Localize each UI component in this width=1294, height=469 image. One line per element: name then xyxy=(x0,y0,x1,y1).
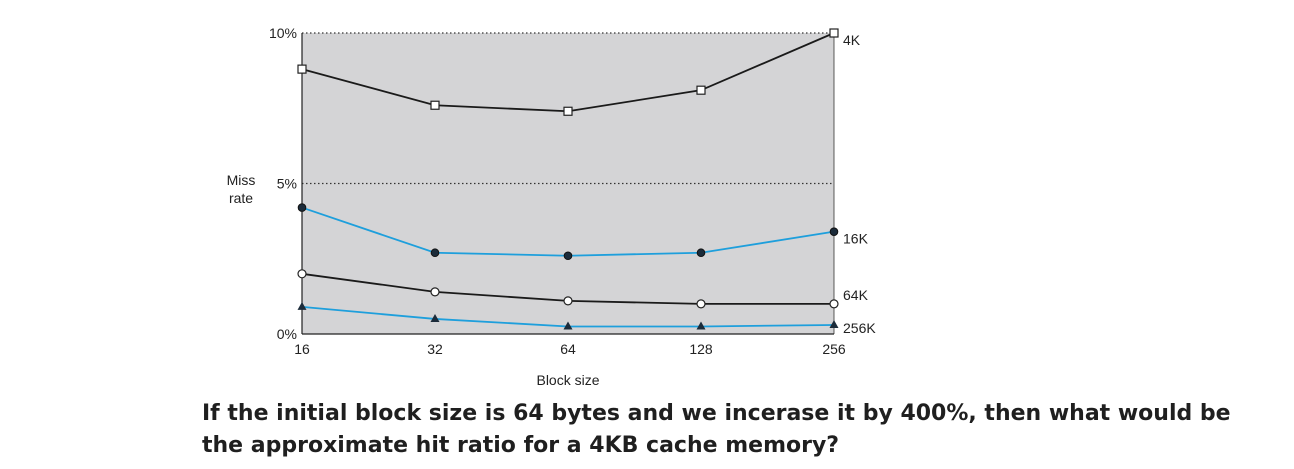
data-point xyxy=(829,227,839,236)
data-point xyxy=(696,85,706,95)
data-point xyxy=(430,100,440,110)
x-tick-label: 256 xyxy=(822,341,846,357)
series-256K: 256K xyxy=(297,301,876,336)
series-label-4K: 4K xyxy=(843,32,861,48)
series-group: 4K 16K 64K 256K xyxy=(297,28,876,336)
data-point xyxy=(696,248,706,258)
data-point xyxy=(297,203,307,212)
series-label-16K: 16K xyxy=(843,231,869,247)
y-tick-label: 5% xyxy=(277,176,297,192)
gridlines xyxy=(302,32,835,334)
data-point xyxy=(297,269,307,279)
data-point xyxy=(430,248,440,258)
data-point xyxy=(563,251,573,261)
data-point xyxy=(829,299,839,309)
y-tick-labels: 0% 5% 10% xyxy=(269,25,297,342)
data-point xyxy=(430,287,440,297)
data-point xyxy=(563,106,573,116)
data-point xyxy=(297,64,307,74)
data-point xyxy=(430,313,440,322)
x-tick-label: 64 xyxy=(560,341,576,357)
series-label-256K: 256K xyxy=(843,320,876,336)
y-tick-label: 0% xyxy=(277,326,297,342)
data-point xyxy=(563,321,573,330)
series-label-64K: 64K xyxy=(843,287,869,303)
x-tick-label: 32 xyxy=(427,341,443,357)
data-point xyxy=(829,319,839,328)
x-tick-labels: 16 32 64 128 256 xyxy=(294,341,846,357)
data-point xyxy=(696,299,706,309)
data-point xyxy=(297,301,307,310)
y-axis-label-line-1: Miss xyxy=(227,172,256,188)
y-axis-label-line-2: rate xyxy=(229,190,253,206)
x-axis-label: Block size xyxy=(536,372,599,388)
series-4K: 4K xyxy=(297,28,861,116)
miss-rate-chart: 0% 5% 10% 16 32 64 128 256 4K 16K 64K 256K Miss r… xyxy=(227,25,877,388)
data-point xyxy=(696,321,706,330)
series-16K: 16K xyxy=(297,203,869,261)
y-tick-label: 10% xyxy=(269,25,297,41)
series-64K: 64K xyxy=(297,269,869,309)
x-tick-label: 128 xyxy=(689,341,713,357)
x-tick-label: 16 xyxy=(294,341,310,357)
data-point xyxy=(829,28,839,38)
data-point xyxy=(563,296,573,306)
question-text: If the initial block size is 64 bytes an… xyxy=(202,401,1231,458)
